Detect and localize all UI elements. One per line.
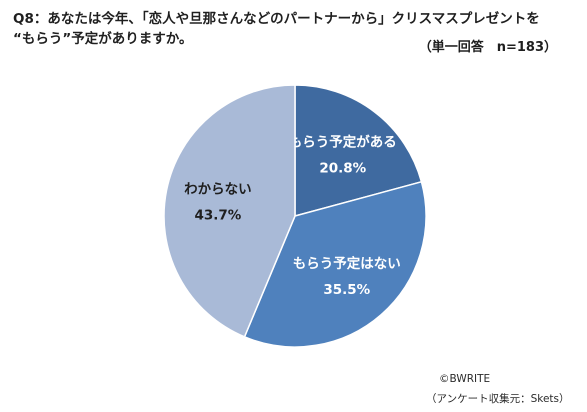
chart-title: Q8：あなたは今年、「恋人や旦那さんなどのパートナーから」クリスマスプレゼントを… <box>13 10 540 49</box>
slice-label-1: もらう予定がある <box>289 134 397 151</box>
slice-label-2: もらう予定はない <box>293 255 401 272</box>
slice-value-2: 35.5% <box>323 282 370 298</box>
slice-value-3: 43.7% <box>194 208 241 224</box>
slice-label-3: わからない <box>184 182 252 198</box>
pie-slice-2 <box>243 180 427 348</box>
pie-slice-1 <box>294 84 423 217</box>
sample-note: （単一回答 n=183） <box>418 40 557 55</box>
copyright-text: ©BWRITE <box>439 373 491 385</box>
title-line-2: “もらう”予定がありますか。 <box>13 30 193 47</box>
slice-value-1: 20.8% <box>319 161 366 177</box>
pie-slice-3 <box>163 84 296 338</box>
title-line-1: Q8：あなたは今年、「恋人や旦那さんなどのパートナーから」クリスマスプレゼントを <box>13 11 540 27</box>
source-text: （アンケート収集元：Skets） <box>426 393 570 405</box>
